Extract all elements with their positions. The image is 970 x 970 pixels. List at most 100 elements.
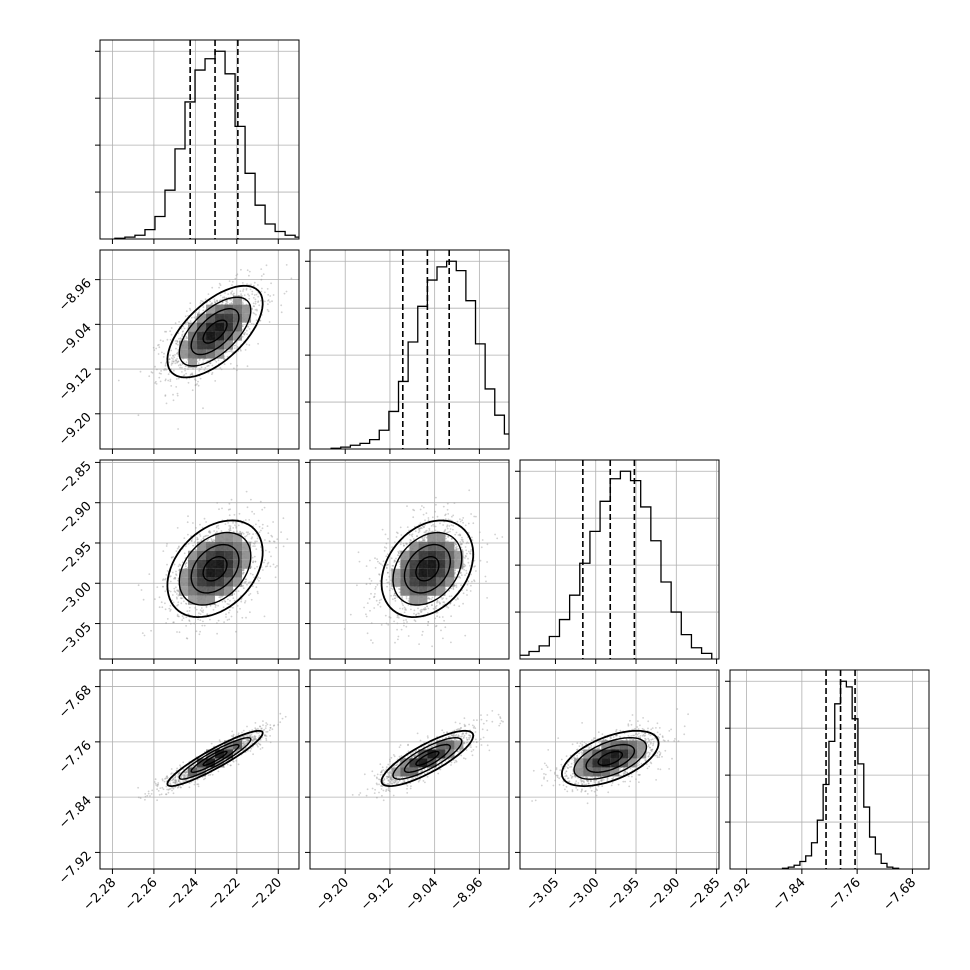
sample-point	[421, 634, 423, 636]
density-cell	[197, 340, 207, 350]
sample-point	[214, 301, 217, 304]
sample-point	[181, 330, 184, 333]
sample-point	[184, 369, 187, 372]
sample-point	[176, 631, 178, 633]
sample-point	[164, 590, 167, 593]
sample-point	[422, 526, 425, 529]
sample-point	[165, 402, 168, 405]
sample-point	[413, 619, 416, 621]
sample-point	[396, 554, 399, 557]
sample-point	[369, 609, 371, 612]
ytick-label-1-3: −8.96	[56, 276, 95, 315]
sample-point	[421, 630, 424, 633]
sample-point	[422, 608, 425, 610]
sample-point	[265, 264, 268, 267]
sample-point	[394, 641, 396, 644]
sample-point	[432, 607, 435, 610]
sample-point	[257, 300, 260, 303]
sample-point	[202, 361, 205, 364]
sample-point	[376, 558, 378, 560]
sample-point	[165, 368, 168, 371]
sample-point	[470, 573, 472, 576]
sample-point	[242, 290, 244, 292]
sample-point	[247, 582, 250, 584]
sample-point	[481, 539, 484, 541]
sample-point	[172, 556, 175, 558]
sample-point	[223, 363, 226, 365]
sample-point	[224, 600, 227, 603]
sample-point	[396, 532, 399, 535]
sample-point	[213, 300, 216, 303]
sample-point	[262, 273, 265, 276]
sample-point	[191, 372, 194, 375]
sample-point	[398, 550, 401, 552]
sample-point	[252, 296, 255, 299]
sample-point	[230, 292, 233, 295]
sample-point	[250, 537, 253, 540]
density-cell	[400, 559, 410, 569]
sample-point	[403, 606, 406, 609]
sample-point	[176, 392, 179, 395]
sample-point	[182, 773, 185, 776]
sample-point	[195, 630, 198, 633]
density-cell	[418, 577, 428, 587]
sample-point	[191, 389, 194, 392]
sample-point	[228, 609, 231, 612]
sample-point	[237, 524, 240, 527]
density-cell	[215, 349, 225, 359]
sample-point	[248, 594, 250, 596]
sample-point	[423, 526, 426, 528]
sample-point	[176, 394, 179, 397]
sample-point	[189, 374, 192, 377]
sample-point	[175, 550, 178, 552]
sample-point	[173, 356, 176, 359]
density-cell	[215, 550, 225, 560]
sample-point	[200, 300, 203, 302]
sample-point	[241, 585, 244, 588]
sample-point	[245, 742, 248, 744]
sample-point	[380, 624, 383, 626]
sample-point	[242, 740, 245, 743]
sample-point	[192, 764, 195, 767]
sample-point	[473, 580, 476, 583]
sample-point	[255, 313, 257, 316]
sample-point	[211, 364, 214, 367]
sample-point	[172, 781, 175, 784]
sample-point	[211, 371, 214, 374]
sample-point	[467, 580, 470, 583]
sample-point	[398, 560, 400, 563]
sample-point	[245, 329, 248, 332]
sample-point	[197, 538, 199, 540]
sample-point	[452, 528, 454, 531]
sample-point	[176, 786, 179, 789]
sample-point	[181, 619, 184, 621]
sample-point	[186, 637, 189, 640]
sample-point	[177, 364, 180, 367]
sample-point	[231, 302, 234, 305]
sample-point	[290, 277, 293, 280]
sample-point	[403, 544, 405, 547]
sample-point	[174, 779, 177, 782]
sample-point	[282, 517, 285, 520]
sample-point	[422, 513, 425, 516]
sample-point	[424, 536, 426, 538]
sample-point	[397, 635, 400, 638]
panel-frame	[519, 459, 720, 660]
sample-point	[177, 565, 180, 568]
sample-point	[253, 284, 255, 287]
sample-point	[255, 728, 257, 731]
sample-point	[460, 543, 463, 545]
sample-point	[400, 600, 403, 603]
density-cell	[197, 322, 207, 332]
sample-point	[224, 292, 226, 294]
sample-point	[236, 605, 239, 607]
sample-point	[233, 292, 235, 295]
sample-point	[397, 552, 400, 554]
sample-point	[178, 563, 181, 566]
sample-point	[166, 543, 168, 545]
sample-point	[255, 523, 257, 526]
sample-point	[458, 605, 461, 608]
density-cell	[215, 304, 225, 314]
sample-point	[152, 346, 155, 349]
density-cell	[233, 331, 243, 341]
